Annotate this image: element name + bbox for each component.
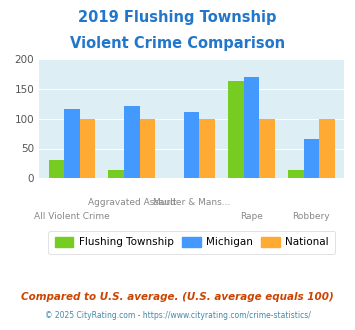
Text: Robbery: Robbery	[293, 212, 330, 220]
Text: Violent Crime Comparison: Violent Crime Comparison	[70, 36, 285, 51]
Bar	[288, 171, 304, 178]
Bar	[228, 82, 244, 178]
Bar	[244, 77, 260, 178]
Text: 2019 Flushing Township: 2019 Flushing Township	[78, 10, 277, 25]
Text: Murder & Mans...: Murder & Mans...	[153, 198, 230, 207]
Text: Rape: Rape	[240, 212, 263, 220]
Bar	[124, 106, 140, 178]
Bar	[260, 119, 275, 178]
Text: Aggravated Assault: Aggravated Assault	[88, 198, 176, 207]
Bar	[200, 119, 215, 178]
Text: © 2025 CityRating.com - https://www.cityrating.com/crime-statistics/: © 2025 CityRating.com - https://www.city…	[45, 311, 310, 320]
Bar	[184, 112, 200, 178]
Text: Compared to U.S. average. (U.S. average equals 100): Compared to U.S. average. (U.S. average …	[21, 292, 334, 302]
Bar	[140, 119, 155, 178]
Bar	[319, 119, 335, 178]
Bar	[49, 160, 64, 178]
Legend: Flushing Township, Michigan, National: Flushing Township, Michigan, National	[49, 231, 335, 254]
Bar	[64, 109, 80, 178]
Text: All Violent Crime: All Violent Crime	[34, 212, 110, 220]
Bar	[80, 119, 95, 178]
Bar	[109, 171, 124, 178]
Bar	[304, 139, 319, 178]
